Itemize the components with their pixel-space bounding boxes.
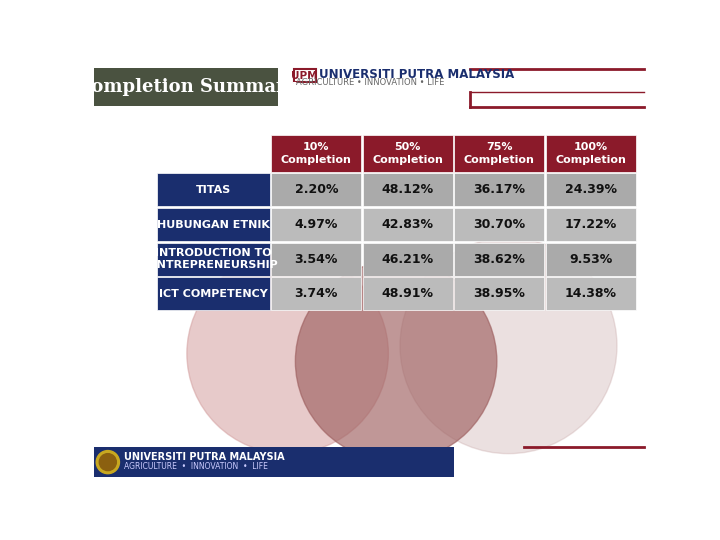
Circle shape [187,253,388,454]
Bar [363,242,453,276]
Text: 10%
Completion: 10% Completion [281,141,352,165]
Text: 24.39%: 24.39% [564,184,616,197]
Bar [94,68,279,106]
Text: 48.12%: 48.12% [382,184,434,197]
Bar [454,135,544,172]
Text: 42.83%: 42.83% [382,218,433,231]
Bar [363,208,453,241]
Text: 100%
Completion: 100% Completion [555,141,626,165]
Text: 48.91%: 48.91% [382,287,433,300]
Text: 3.74%: 3.74% [294,287,338,300]
Bar [294,70,315,82]
Text: 50%
Completion: 50% Completion [372,141,444,165]
Bar [271,278,361,310]
Bar [271,242,361,276]
Bar [546,242,636,276]
Text: INTRODUCTION TO
ENTREPRENEURSHIP: INTRODUCTION TO ENTREPRENEURSHIP [149,248,278,271]
Text: 4.97%: 4.97% [294,218,338,231]
Text: 75%
Completion: 75% Completion [464,141,535,165]
Bar [271,208,361,241]
Circle shape [295,261,497,461]
Text: 9.53%: 9.53% [569,253,612,266]
Bar [157,173,270,206]
Bar [271,135,361,172]
Bar [546,208,636,241]
Text: 30.70%: 30.70% [473,218,526,231]
Bar [454,278,544,310]
Bar [271,173,361,206]
Bar [363,173,453,206]
Circle shape [96,450,120,474]
Text: 46.21%: 46.21% [382,253,434,266]
Bar [363,278,453,310]
Bar [546,278,636,310]
Text: HUBUNGAN ETNIK: HUBUNGAN ETNIK [157,220,270,229]
Bar [94,448,454,477]
Text: 38.62%: 38.62% [473,253,525,266]
Text: 3.54%: 3.54% [294,253,338,266]
Bar [546,173,636,206]
Text: UNIVERSITI PUTRA MALAYSIA: UNIVERSITI PUTRA MALAYSIA [320,68,515,82]
Text: UNIVERSITI PUTRA MALAYSIA: UNIVERSITI PUTRA MALAYSIA [124,453,284,462]
Text: ICT COMPETENCY: ICT COMPETENCY [159,289,268,299]
Bar [363,135,453,172]
Bar [454,173,544,206]
Bar [454,208,544,241]
Circle shape [99,454,117,470]
Text: 17.22%: 17.22% [564,218,617,231]
Text: 14.38%: 14.38% [564,287,616,300]
Text: AGRICULTURE  •  INNOVATION  •  LIFE: AGRICULTURE • INNOVATION • LIFE [124,462,268,471]
Text: UPM: UPM [292,71,318,80]
Text: Completion Summary: Completion Summary [76,78,296,96]
Text: TITAS: TITAS [196,185,231,195]
Text: 36.17%: 36.17% [473,184,525,197]
Bar [454,242,544,276]
Bar [546,135,636,172]
Bar [157,278,270,310]
Bar [157,208,270,241]
Bar [157,242,270,276]
Circle shape [400,238,617,454]
Text: AGRICULTURE • INNOVATION • LIFE: AGRICULTURE • INNOVATION • LIFE [296,78,444,87]
Text: 38.95%: 38.95% [473,287,525,300]
Text: 2.20%: 2.20% [294,184,338,197]
